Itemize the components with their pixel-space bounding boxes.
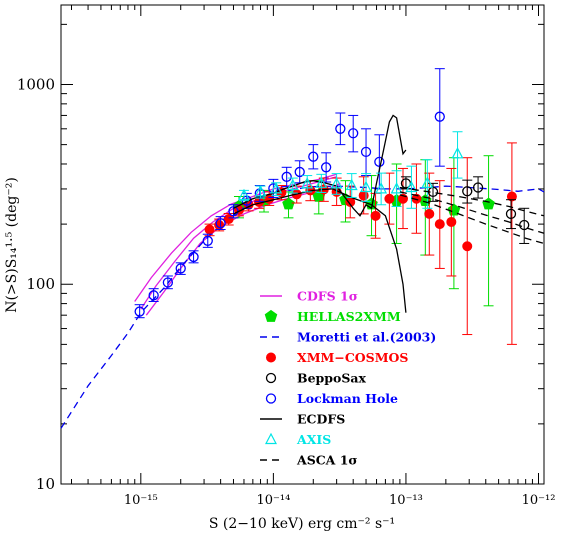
x-tick-label: 10⁻¹²: [522, 493, 556, 508]
data-point: [446, 216, 457, 227]
legend-swatch: [265, 393, 277, 404]
legend-item: AXIS: [265, 432, 331, 447]
data-point: [375, 182, 388, 194]
data-point: [360, 146, 372, 158]
legend-label: Lockman Hole: [297, 391, 398, 406]
legend-item: ECDFS: [260, 412, 345, 427]
series-layer: [60, 68, 545, 429]
legend-swatch: [265, 432, 277, 445]
data-point: [472, 182, 484, 193]
legend-label: AXIS: [296, 432, 331, 447]
data-point: [223, 214, 234, 225]
legend-swatch: [265, 372, 277, 384]
legend-swatch: [266, 352, 276, 363]
data-point: [434, 219, 445, 230]
legend-label: HELLAS2XMM: [297, 309, 401, 324]
data-point: [462, 186, 473, 197]
data-point: [175, 263, 186, 274]
x-axis-label: S (2−10 keV) erg cm⁻² s⁻¹: [209, 516, 395, 532]
data-point: [315, 176, 328, 188]
legend-item: BeppoSax: [265, 371, 366, 386]
y-tick-label: 100: [26, 275, 55, 293]
data-point: [215, 218, 226, 229]
data-point: [424, 208, 435, 219]
series-axis: [238, 131, 464, 209]
data-point: [320, 162, 332, 173]
data-point: [405, 180, 418, 193]
data-point: [301, 177, 314, 189]
data-point: [204, 224, 215, 235]
data-point: [506, 191, 517, 202]
data-point: [374, 156, 385, 167]
legend-swatch: [264, 309, 278, 322]
data-point: [360, 180, 372, 193]
legend-item: Moretti et al.(2003): [260, 330, 436, 345]
data-point: [134, 306, 145, 317]
data-point: [330, 177, 343, 189]
legend-item: XMM−COSMOS: [266, 350, 408, 365]
major-ticks: 10⁻¹⁵ 10⁻¹⁴ 10⁻¹³ 10⁻¹² 10 100 1000: [17, 5, 556, 508]
data-point: [335, 123, 346, 134]
data-point: [162, 277, 174, 288]
y-axis-label: N(>S)S₁₄¹·⁵ (deg⁻²): [4, 177, 20, 313]
data-point: [270, 182, 283, 194]
data-point: [390, 182, 403, 194]
series-line: [233, 114, 407, 217]
x-tick-label: 10⁻¹³: [389, 493, 423, 508]
series-xmm-cosmos: [204, 142, 517, 345]
legend-label: ECDFS: [297, 412, 345, 427]
legend-label: BeppoSax: [297, 371, 366, 386]
legend-label: CDFS 1σ: [297, 289, 358, 304]
data-point: [462, 241, 473, 252]
series-line: [399, 191, 545, 234]
data-point: [358, 190, 369, 201]
data-point: [505, 208, 517, 220]
legend-item: HELLAS2XMM: [264, 309, 401, 324]
data-point: [434, 111, 445, 122]
data-point: [308, 151, 319, 162]
series-line: [399, 186, 545, 217]
data-point: [451, 147, 464, 159]
minor-ticks: [61, 5, 544, 484]
y-tick-label: 1000: [17, 75, 55, 93]
legend-label: XMM−COSMOS: [297, 350, 408, 365]
data-point: [254, 185, 267, 197]
data-point: [286, 178, 299, 191]
data-point: [188, 251, 199, 263]
series-lockman-hole: [134, 68, 445, 319]
legend-item: ASCA 1σ: [260, 453, 358, 468]
data-point: [148, 290, 159, 301]
data-point: [421, 176, 434, 188]
data-point: [202, 235, 213, 246]
series-line: [399, 194, 545, 245]
data-point: [384, 193, 395, 204]
x-tick-label: 10⁻¹⁵: [124, 493, 158, 508]
data-point: [282, 197, 295, 210]
data-point: [345, 178, 358, 191]
legend-item: CDFS 1σ: [260, 289, 358, 304]
legend-label: Moretti et al.(2003): [297, 330, 436, 345]
series-asca-1-: [399, 186, 545, 245]
data-point: [281, 171, 292, 182]
data-point: [370, 210, 381, 221]
legend-label: ASCA 1σ: [296, 453, 358, 468]
data-point: [238, 188, 250, 201]
legend: CDFS 1σ HELLAS2XMM Moretti et al.(2003) XMM…: [260, 289, 436, 468]
series-line: [233, 188, 407, 313]
x-tick-label: 10⁻¹⁴: [256, 493, 290, 508]
data-point: [348, 128, 359, 139]
data-point: [294, 166, 305, 178]
legend-item: Lockman Hole: [265, 391, 398, 406]
y-tick-label: 10: [36, 475, 55, 493]
series-ecdfs: [233, 114, 407, 313]
